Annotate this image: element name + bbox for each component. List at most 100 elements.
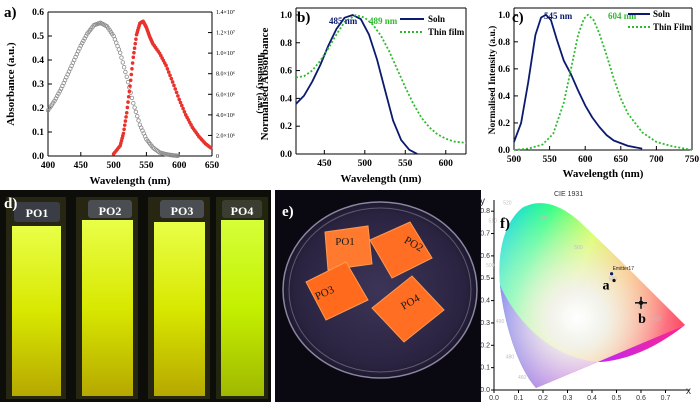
absorbance-point [54,93,60,99]
vial-2-cap [88,200,132,218]
emission-point [177,97,181,102]
cie-point-b [638,300,644,306]
panel-c-ytick-label: 0.6 [498,65,510,75]
absorbance-point [52,98,57,103]
emission-point [133,41,138,46]
emission-point [134,37,138,41]
emission-point [125,105,130,110]
panel-c-ytick-label: 0.4 [498,92,510,102]
vial-2-glow [82,220,133,396]
panel-b: 450 500 550 600 0.0 0.2 0.4 0.6 0.8 1.0 b) 485 n… [259,7,467,185]
panel-c-series [513,13,693,151]
panel-c-xtick-label: 550 [542,155,557,165]
cie-wavelength-mark: 490 [496,319,505,325]
panel-a-y2tick-label: 4.0×10⁶ [216,113,235,119]
absorbance-point [135,113,140,119]
absorbance-point [78,43,83,48]
panel-b-x-ticks: 450 500 550 600 [317,150,453,169]
cie-point-emitter [610,272,614,276]
panel-c-xtick-label: 650 [614,155,629,165]
panel-b-ytick-label: 0.2 [280,122,292,132]
panel-c-ytick-label: 0.2 [498,119,510,129]
vial-3-cap [160,200,204,218]
vial-3-glow [154,222,205,396]
emission-point [130,61,135,65]
panel-b-peak-soln: 485 nm [329,16,358,26]
cie-point-emitter-label: Emitter17 [613,266,635,272]
panel-c-ytick-label: 0.0 [498,146,510,156]
emission-point [166,70,171,74]
vial-3-label: PO3 [171,204,194,218]
panel-b-y-title: Normalised Absorbance [259,28,271,141]
panel-a-y2tick-label: 8.0×10⁶ [216,72,235,78]
panel-a-xtick-label: 500 [106,161,121,171]
emission-point [130,66,134,71]
panel-f-ytick-label: 0.5 [480,275,490,282]
emission-point [170,80,175,84]
panel-f-xtick-label: 0.7 [661,395,671,402]
emission-point [174,90,179,95]
absorbance-point [123,69,128,75]
panel-f-xtick-label: 0.1 [514,395,524,402]
absorbance-point [125,79,131,85]
panel-a-y-title-right: Intensity (a.u.) [255,54,266,113]
absorbance-point [81,38,86,43]
panel-a-x-title: Wavelength (nm) [90,175,171,187]
panel-a-y-title-left: Absorbance (a.u.) [5,42,17,126]
absorbance-point [120,60,125,65]
panel-e-tag: e) [282,204,294,220]
panel-f-x-ticks: 0.0 0.1 0.2 0.3 0.4 0.5 0.6 0.7 [489,390,670,402]
absorbance-point [129,95,135,101]
panel-d: PO1 PO2 PO3 PO4 d) [0,190,271,402]
emission-point [172,83,176,88]
absorbance-point [132,105,137,110]
emission-point [132,50,136,55]
panel-b-series-soln [295,14,418,155]
vial-1-glow [12,226,61,396]
panel-f: 0.0 0.1 0.2 0.3 0.4 0.5 0.6 0.7 0.0 0.1 0.2 0.3 0.4… [480,191,691,402]
panel-a-y2tick-label: 6.0×10⁶ [216,92,235,98]
vial-1-cap [14,202,60,222]
panel-a-ytick-label: 0.6 [32,8,44,18]
panel-b-ytick-label: 0.0 [280,150,292,160]
panel-a-ytick-label: 0.5 [32,32,44,42]
emission-point [124,111,129,115]
absorbance-point [121,64,127,70]
panel-b-x-title: Wavelength (nm) [341,173,422,185]
emission-point [121,131,126,136]
panel-a-xtick-label: 400 [41,161,56,171]
panel-c-xtick-label: 700 [649,155,664,165]
panel-a-y2tick-label: 2.0×10⁶ [216,133,235,139]
panel-c-legend-soln: Soln [653,9,670,19]
panel-f-xtick-label: 0.4 [587,395,597,402]
panel-b-y-ticks: 0.0 0.2 0.4 0.6 0.8 1.0 [280,11,300,160]
absorbance-point [119,55,124,60]
absorbance-point [57,88,63,94]
emission-point [181,106,185,111]
panel-b-series [295,14,467,155]
panel-f-ytick-label: 0.8 [480,208,490,215]
emission-point [128,78,133,83]
panel-c-series-thin-film [513,13,693,151]
absorbance-point [136,118,141,123]
cie-whitepoint-glow [499,203,685,388]
panel-a-ytick-label: 0.2 [32,104,44,114]
panel-c-series-soln [513,13,643,150]
emission-point [129,72,134,77]
panel-a-series [45,19,213,159]
panel-c-y-ticks: 0.0 0.2 0.4 0.6 0.8 1.0 [498,11,518,156]
panel-a-ytick-label: 0.1 [32,128,44,138]
panel-a-xtick-label: 550 [139,161,154,171]
emission-point [168,73,172,78]
cie-point-a [612,278,616,283]
emission-point [126,94,131,99]
panel-a-xtick-label: 650 [205,161,220,171]
panel-c-peak-film: 604 nm [608,11,637,21]
film-po2 [369,221,433,279]
panel-b-ytick-label: 1.0 [280,11,292,21]
absorbance-point [133,109,139,115]
emission-point [182,109,187,114]
emission-point [122,123,127,127]
panel-b-legend-film: Thin film [428,27,465,37]
cie-wavelength-mark: 620 [653,317,662,323]
